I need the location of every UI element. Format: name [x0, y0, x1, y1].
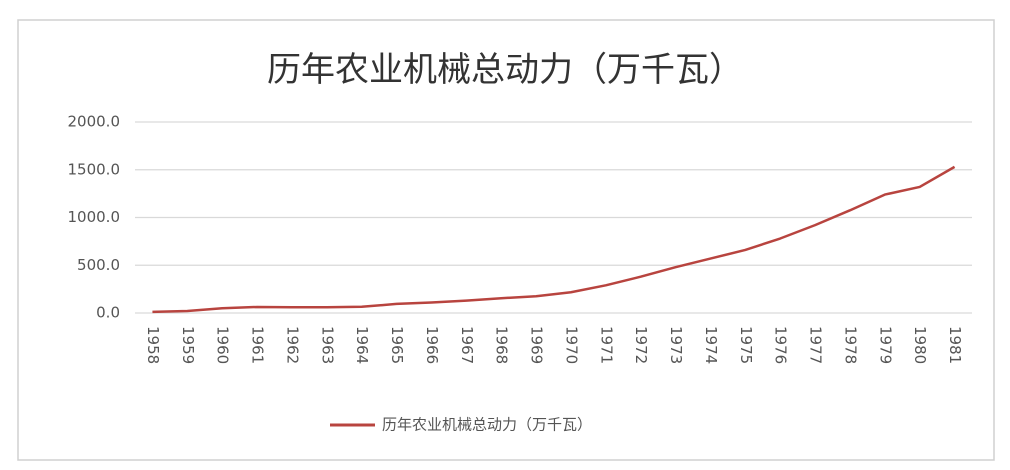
x-tick-label: 1972: [632, 326, 650, 364]
x-tick-label: 1969: [528, 326, 546, 364]
x-tick-label: 1981: [946, 326, 964, 364]
chart-title: 历年农业机械总动力（万千瓦）: [267, 50, 743, 90]
x-tick-label: 1974: [702, 326, 720, 364]
x-tick-label: 1978: [841, 326, 859, 364]
y-tick-label: 2000.0: [68, 113, 121, 131]
chart-frame: [17, 19, 995, 461]
y-tick-label: 1000.0: [68, 208, 121, 226]
x-tick-label: 1966: [423, 326, 441, 364]
x-tick-label: 1975: [737, 326, 755, 364]
x-tick-label: 1968: [493, 326, 511, 364]
y-tick-label: 0.0: [96, 304, 120, 322]
x-tick-label: 1959: [179, 326, 197, 364]
x-tick-label: 1970: [562, 326, 580, 364]
x-tick-label: 1963: [318, 326, 336, 364]
y-tick-label: 500.0: [77, 256, 120, 274]
x-tick-label: 1967: [458, 326, 476, 364]
x-tick-label: 1973: [667, 326, 685, 364]
x-tick-label: 1962: [283, 326, 301, 364]
x-tick-label: 1971: [597, 326, 615, 364]
y-tick-label: 1500.0: [68, 160, 121, 178]
x-tick-label: 1979: [876, 326, 894, 364]
x-tick-label: 1958: [144, 326, 162, 364]
x-tick-label: 1961: [249, 326, 267, 364]
x-tick-label: 1977: [807, 326, 825, 364]
x-tick-label: 1964: [353, 326, 371, 364]
x-tick-label: 1960: [214, 326, 232, 364]
legend-label: 历年农业机械总动力（万千瓦）: [382, 416, 592, 434]
x-tick-label: 1965: [388, 326, 406, 364]
data-line: [152, 165, 956, 314]
x-tick-label: 1976: [772, 326, 790, 364]
x-tick-label: 1980: [911, 326, 929, 364]
